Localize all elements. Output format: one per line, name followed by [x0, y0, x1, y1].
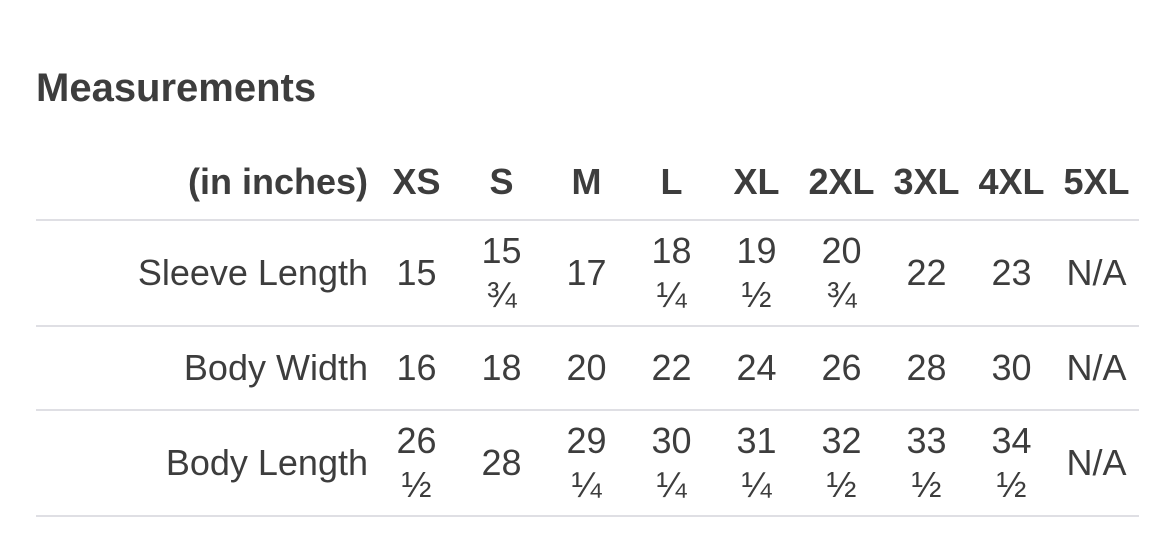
column-header-s: S — [459, 108, 544, 221]
measurement-value-line: ½ — [996, 464, 1027, 505]
measurement-value-line: 22 — [651, 347, 692, 388]
measurements-table: (in inches) XS S M L XL 2XL 3XL 4XL 5XL Sleeve L… — [36, 108, 1139, 517]
measurement-value-line: 28 — [481, 442, 522, 483]
measurement-cell: 26 ½ — [374, 410, 459, 517]
measurement-cell: N/A — [1054, 410, 1139, 517]
measurement-cell: 33 ½ — [884, 410, 969, 517]
measurement-cell: 29 ¼ — [544, 410, 629, 517]
table-row: Body Length 26 ½ 28 29 ¼ 30 ¼ 31 ¼ 32 ½ 33 ½ 34 ½ N/A — [36, 410, 1139, 517]
measurement-value-line: 32 — [821, 420, 862, 461]
measurement-value-line: 29 — [566, 420, 607, 461]
measurement-cell: 28 — [884, 326, 969, 411]
measurement-cell: N/A — [1054, 220, 1139, 327]
measurement-value-line: N/A — [1066, 442, 1127, 483]
measurement-value-line: 33 — [906, 420, 947, 461]
table-row: Sleeve Length 15 15 ¾ 17 18 ¼ 19 ½ 20 ¾ 22 23 N/A — [36, 220, 1139, 327]
measurement-cell: 24 — [714, 326, 799, 411]
measurement-value-line: 22 — [906, 252, 947, 293]
column-header-m: M — [544, 108, 629, 221]
measurement-cell: 22 — [884, 220, 969, 327]
header-row: (in inches) XS S M L XL 2XL 3XL 4XL 5XL — [36, 108, 1139, 221]
measurement-value-line: ¼ — [656, 464, 687, 505]
measurement-value-line: 15 — [481, 230, 522, 271]
measurement-cell: 17 — [544, 220, 629, 327]
measurement-cell: 22 — [629, 326, 714, 411]
measurement-value-line: 26 — [396, 420, 437, 461]
column-header-5xl: 5XL — [1054, 108, 1139, 221]
measurements-section: Measurements (in inches) XS S M L XL 2XL 3XL 4X… — [36, 66, 1139, 517]
column-header-l: L — [629, 108, 714, 221]
measurement-cell: 20 — [544, 326, 629, 411]
measurement-value-line: 24 — [736, 347, 777, 388]
measurement-value-line: 26 — [821, 347, 862, 388]
measurement-cell: 23 — [969, 220, 1054, 327]
measurement-value-line: ¼ — [571, 464, 602, 505]
measurement-cell: 18 — [459, 326, 544, 411]
measurement-cell: 34 ½ — [969, 410, 1054, 517]
measurement-cell: 15 ¾ — [459, 220, 544, 327]
measurement-value-line: 18 — [651, 230, 692, 271]
measurement-cell: N/A — [1054, 326, 1139, 411]
measurement-value-line: 16 — [396, 347, 437, 388]
measurement-cell: 19 ½ — [714, 220, 799, 327]
column-header-xs: XS — [374, 108, 459, 221]
measurement-value-line: ¼ — [656, 274, 687, 315]
measurement-value-line: 30 — [651, 420, 692, 461]
row-label: Body Length — [36, 410, 374, 517]
measurement-cell: 32 ½ — [799, 410, 884, 517]
table-row: Body Width 16 18 20 22 24 26 28 30 N/A — [36, 326, 1139, 411]
measurement-cell: 30 ¼ — [629, 410, 714, 517]
measurement-cell: 31 ¼ — [714, 410, 799, 517]
measurement-value-line: 20 — [566, 347, 607, 388]
measurement-value-line: ½ — [826, 464, 857, 505]
measurement-value-line: 19 — [736, 230, 777, 271]
measurement-value-line: ¾ — [486, 274, 517, 315]
measurement-value-line: 15 — [396, 252, 437, 293]
measurement-cell: 30 — [969, 326, 1054, 411]
measurement-cell: 15 — [374, 220, 459, 327]
row-label: Body Width — [36, 326, 374, 411]
measurement-cell: 16 — [374, 326, 459, 411]
unit-label: (in inches) — [36, 108, 374, 221]
measurement-value-line: 28 — [906, 347, 947, 388]
row-label: Sleeve Length — [36, 220, 374, 327]
column-header-3xl: 3XL — [884, 108, 969, 221]
measurement-cell: 26 — [799, 326, 884, 411]
measurement-value-line: 30 — [991, 347, 1032, 388]
measurement-value-line: ¼ — [741, 464, 772, 505]
measurement-cell: 20 ¾ — [799, 220, 884, 327]
measurement-value-line: N/A — [1066, 252, 1127, 293]
measurement-value-line: 23 — [991, 252, 1032, 293]
measurement-value-line: ¾ — [826, 274, 857, 315]
measurement-value-line: 20 — [821, 230, 862, 271]
column-header-xl: XL — [714, 108, 799, 221]
measurement-value-line: ½ — [401, 464, 432, 505]
section-title: Measurements — [36, 66, 317, 110]
table-body: Sleeve Length 15 15 ¾ 17 18 ¼ 19 ½ 20 ¾ 22 23 N/A Body… — [36, 220, 1139, 517]
measurement-value-line: 31 — [736, 420, 777, 461]
column-header-2xl: 2XL — [799, 108, 884, 221]
measurement-cell: 18 ¼ — [629, 220, 714, 327]
measurement-cell: 28 — [459, 410, 544, 517]
measurement-value-line: 17 — [566, 252, 607, 293]
measurement-value-line: N/A — [1066, 347, 1127, 388]
measurement-value-line: ½ — [741, 274, 772, 315]
measurement-value-line: 34 — [991, 420, 1032, 461]
measurement-value-line: 18 — [481, 347, 522, 388]
measurement-value-line: ½ — [911, 464, 942, 505]
column-header-4xl: 4XL — [969, 108, 1054, 221]
